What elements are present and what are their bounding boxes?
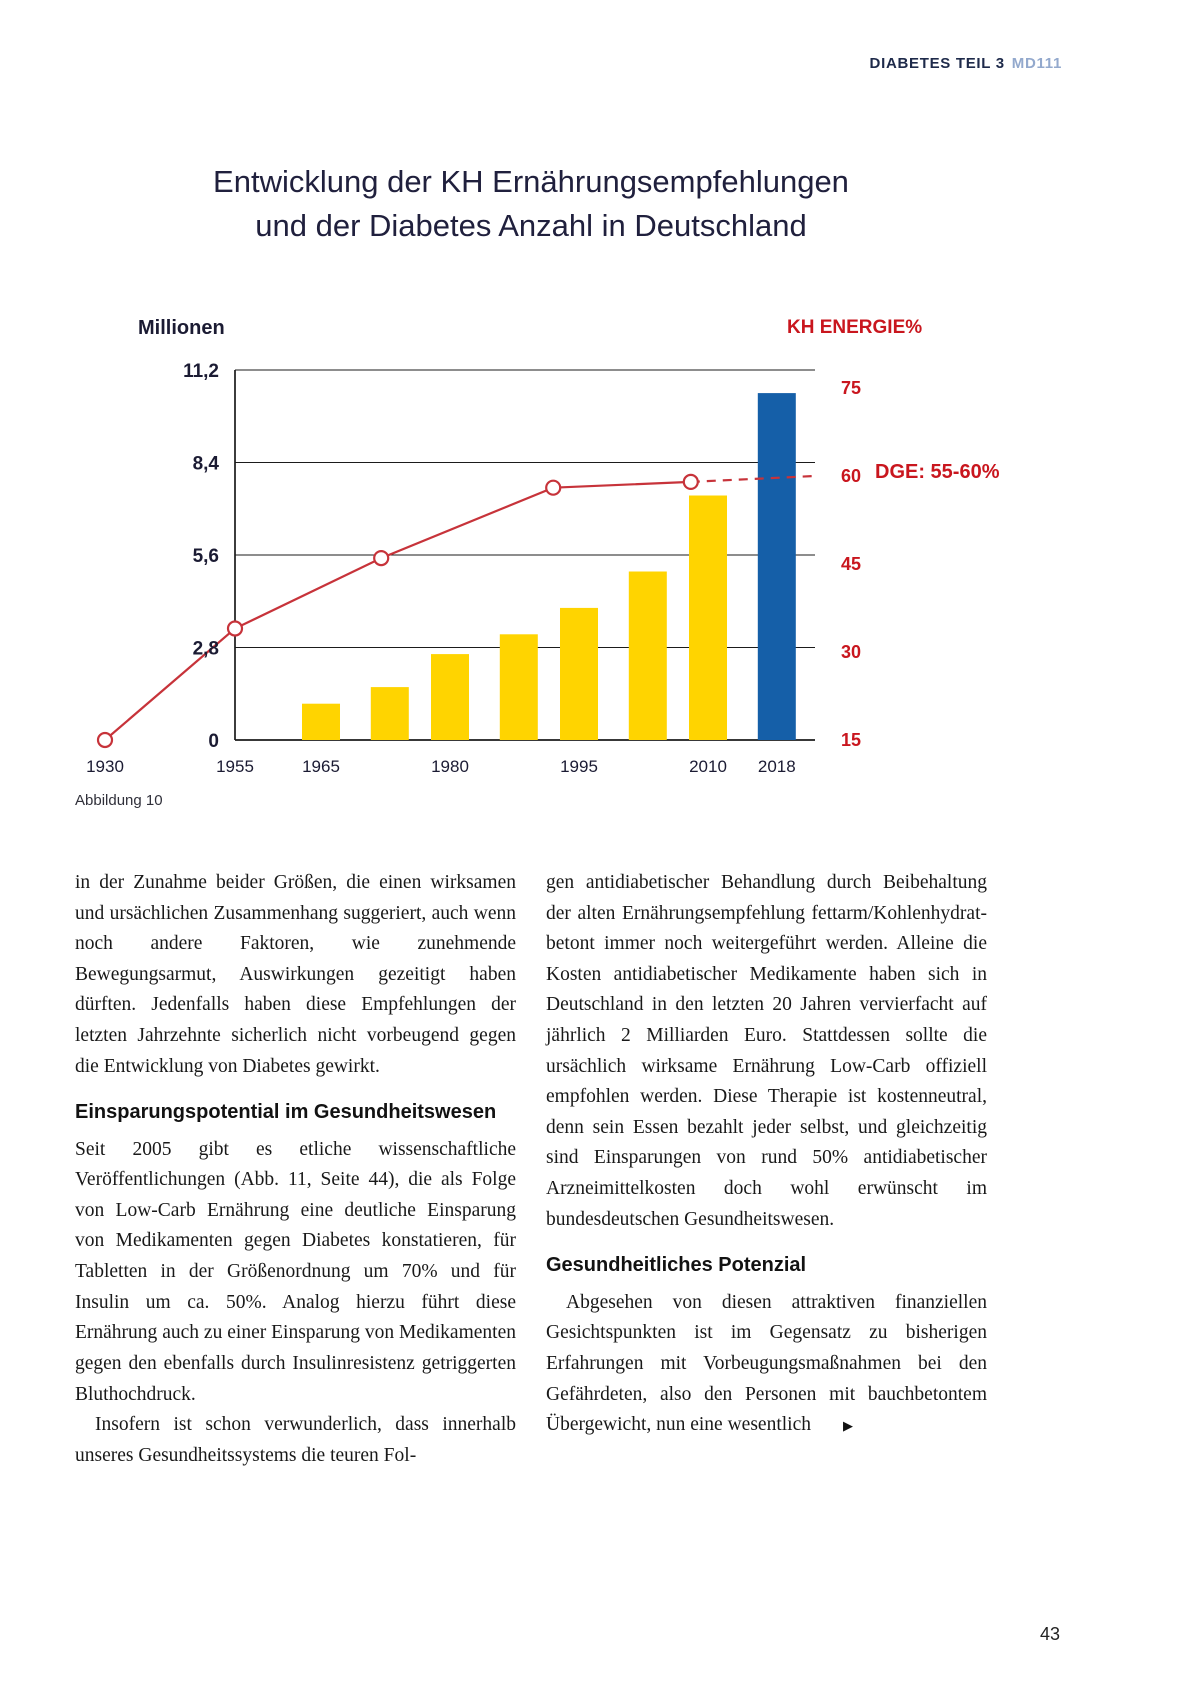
kh-line-marker: [373, 550, 390, 567]
bar-1973: [370, 687, 409, 740]
kh-line-marker: [545, 479, 562, 496]
bar-1995: [560, 607, 598, 740]
x-tick-label: 1930: [86, 757, 124, 776]
paragraph: gen antidiabetischer Behandlung durch Be…: [546, 872, 987, 1230]
kh-line-marker: [96, 731, 114, 749]
x-tick-label: 2018: [758, 757, 796, 776]
paragraph: Seit 2005 gibt es etliche wissenschaftli…: [75, 1138, 516, 1405]
left-tick-label: 5,6: [193, 546, 219, 567]
bar-2018: [757, 393, 796, 740]
article-body: in der Zunahme beider Größen, die einen …: [75, 868, 987, 1471]
right-tick-label: 30: [841, 642, 861, 662]
left-tick-label: 0: [208, 731, 219, 752]
bar-2010: [689, 495, 727, 740]
left-tick-label: 2,8: [193, 639, 219, 660]
x-tick-label: 1980: [431, 757, 469, 776]
paragraph: in der Zunahme beider Größen, die einen …: [75, 872, 516, 1077]
figure-10-chart: 11,2 8,4 5,6 2,8 0 75 60 45 30 15 1930 1955 1965 1980…: [75, 305, 1035, 810]
paragraph: Abgesehen von diesen attraktiven finanzi…: [546, 1288, 987, 1441]
kh-line-marker: [682, 473, 699, 490]
chart-canvas: 11,2 8,4 5,6 2,8 0 75 60 45 30 15 1930 1955 1965 1980…: [86, 361, 861, 776]
section-heading-potenzial: Gesundheitliches Potenzial: [546, 1254, 807, 1277]
paragraph: Insofern ist schon verwunderlich, dass i…: [75, 1414, 516, 1466]
bar-1965: [302, 703, 340, 740]
left-tick-label: 11,2: [183, 361, 219, 382]
left-axis-title: Millionen: [138, 317, 225, 339]
bar-1988: [499, 634, 538, 740]
section-label: DIABETES TEIL 3: [869, 55, 1005, 72]
right-tick-label: 75: [841, 378, 861, 398]
article-title-line1: Entwicklung der KH Ernährungsempfehlunge…: [213, 164, 849, 199]
column-left: in der Zunahme beider Größen, die einen …: [75, 868, 516, 1471]
right-tick-label: 15: [841, 730, 861, 750]
kh-line-marker: [226, 620, 244, 637]
x-tick-label: 1955: [216, 757, 254, 776]
right-axis-title: KH ENERGIE%: [787, 317, 923, 338]
page-number: 43: [1039, 1624, 1060, 1644]
right-tick-label: 45: [841, 554, 861, 574]
dge-annotation: DGE: 55-60%: [875, 461, 1000, 483]
article-title-line2: und der Diabetes Anzahl in Deutschland: [255, 208, 807, 244]
bar-1980: [431, 654, 469, 740]
figure-caption: Abbildung 10: [75, 792, 163, 809]
column-right: gen antidiabetischer Behandlung durch Be…: [546, 868, 987, 1471]
left-tick-label: 8,4: [193, 454, 220, 475]
bar-2003: [628, 571, 667, 740]
x-tick-label: 1965: [302, 757, 340, 776]
paragraph-text: Abgesehen von diesen attraktiven finanzi…: [546, 1291, 987, 1436]
doc-code: MD111: [1011, 55, 1062, 72]
kh-energy-line-projection: [690, 474, 816, 483]
page-header: DIABETES TEIL 3 MD111: [870, 55, 1062, 72]
right-tick-label: 60: [841, 466, 861, 486]
x-tick-label: 1995: [560, 757, 598, 776]
x-tick-label: 2010: [689, 757, 727, 776]
continuation-arrow-icon: ▶: [842, 1418, 853, 1434]
section-heading-einsparung: Einsparungspotential im Gesundheitswesen: [75, 1101, 497, 1124]
article-title: Entwicklung der KH Ernährungsempfehlunge…: [75, 160, 987, 248]
